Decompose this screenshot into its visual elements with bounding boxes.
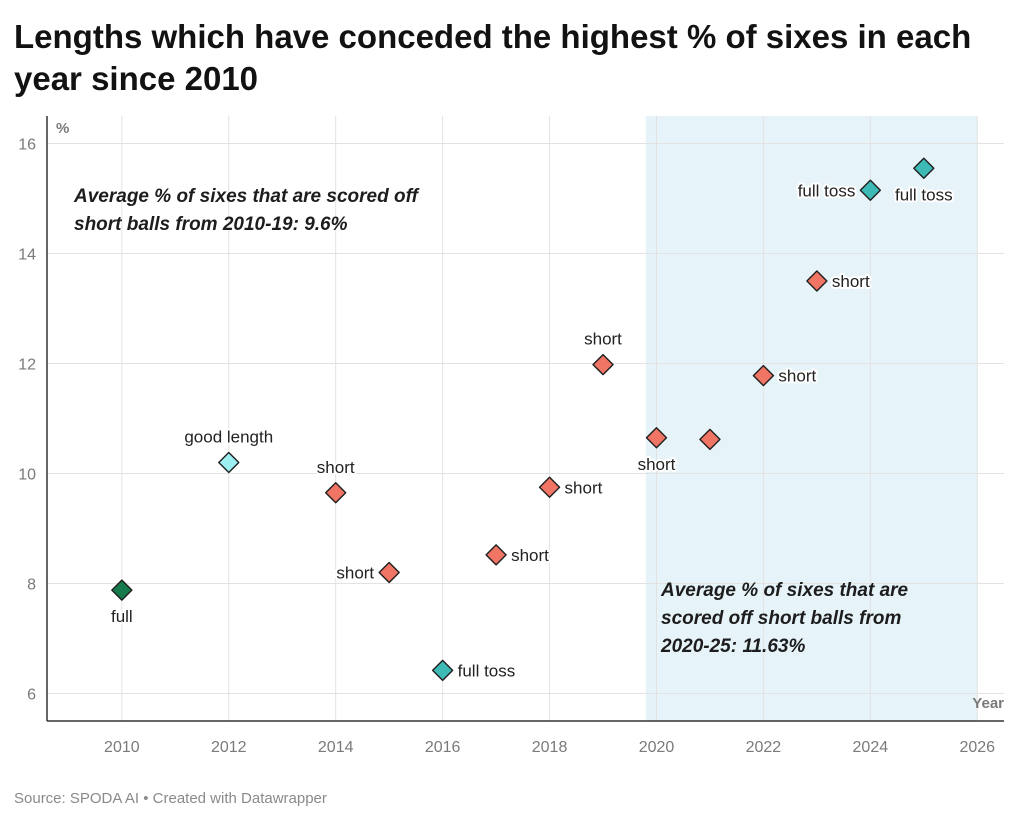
data-point — [806, 270, 828, 292]
annotation-text: short balls from 2010-19: 9.6% — [74, 214, 348, 235]
point-label: full toss — [798, 181, 856, 200]
y-axis-label: % — [56, 120, 69, 137]
data-point — [752, 364, 775, 387]
x-tick-label: 2014 — [318, 739, 354, 756]
data-point — [699, 428, 721, 451]
data-point — [538, 476, 561, 498]
y-tick-label: 12 — [18, 357, 36, 374]
x-tick-label: 2012 — [211, 739, 247, 756]
x-tick-label: 2026 — [959, 739, 995, 756]
annotation-text: 2020-25: 11.63% — [660, 636, 805, 657]
point-label: short — [336, 564, 374, 583]
point-label: full toss — [458, 661, 516, 680]
highlight-band — [645, 116, 978, 721]
point-label: short — [565, 478, 603, 497]
point-label: short — [832, 272, 870, 291]
x-tick-label: 2010 — [104, 739, 140, 756]
annotation-text: Average % of sixes that are — [660, 580, 909, 601]
point-label: good length — [184, 428, 273, 447]
x-tick-label: 2024 — [853, 739, 889, 756]
x-tick-label: 2020 — [639, 739, 675, 756]
x-tick-label: 2016 — [425, 739, 461, 756]
annotation-text: scored off short balls from — [661, 608, 901, 629]
data-point — [485, 544, 507, 566]
data-point — [859, 179, 882, 201]
data-point — [592, 353, 614, 376]
point-label: full toss — [895, 185, 953, 204]
source-footer: Source: SPODA AI • Created with Datawrap… — [14, 790, 327, 807]
point-label: short — [778, 367, 816, 386]
y-tick-label: 10 — [18, 467, 36, 484]
point-label: full — [111, 607, 133, 626]
y-tick-label: 14 — [18, 247, 36, 264]
point-label: short — [584, 330, 622, 349]
data-point — [913, 157, 935, 179]
y-tick-label: 8 — [27, 577, 36, 594]
point-label: short — [511, 546, 549, 565]
data-point — [111, 579, 133, 601]
y-tick-label: 6 — [27, 687, 36, 704]
chart-title: Lengths which have conceded the highest … — [14, 18, 972, 97]
x-tick-label: 2018 — [532, 739, 568, 756]
x-axis-label: Year — [972, 695, 1004, 712]
x-tick-label: 2022 — [746, 739, 782, 756]
data-point — [645, 427, 668, 449]
data-point — [378, 561, 400, 584]
data-point — [431, 659, 454, 682]
annotation-text: Average % of sixes that are scored off — [73, 186, 420, 207]
point-label: short — [638, 455, 676, 474]
point-label: short — [317, 458, 355, 477]
y-tick-label: 16 — [18, 137, 36, 154]
data-point — [218, 451, 240, 474]
data-point — [325, 482, 347, 504]
